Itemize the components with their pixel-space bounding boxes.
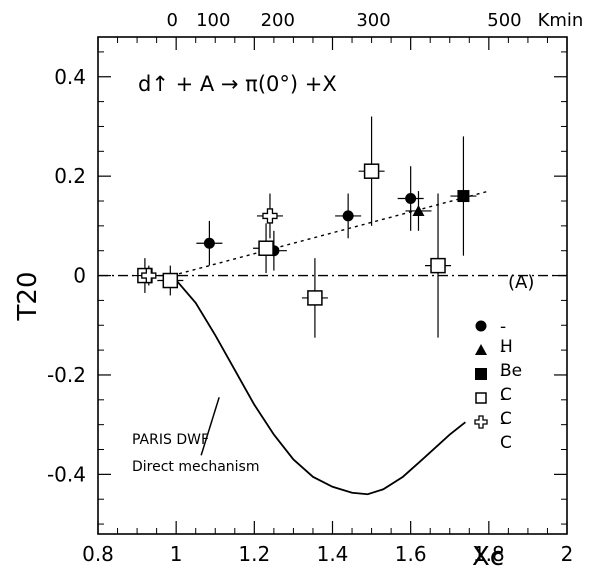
x-tick-label: 1.2 bbox=[238, 542, 270, 566]
filled-square-icon bbox=[475, 368, 487, 380]
marker-filled-circle bbox=[342, 210, 354, 222]
marker-open-square bbox=[430, 257, 446, 274]
marker-filled-triangle bbox=[412, 204, 425, 216]
y-tick-label: 0 bbox=[73, 264, 86, 288]
data-point bbox=[450, 136, 477, 256]
legend-label: -C bbox=[500, 413, 512, 453]
open-cross-icon bbox=[474, 415, 488, 429]
data-point bbox=[425, 193, 452, 338]
marker-open-square bbox=[162, 272, 179, 289]
top-axis-tick-label: 0 bbox=[167, 10, 178, 31]
filled-triangle-icon bbox=[475, 344, 487, 355]
curve-annotation-line-1: PARIS DWF bbox=[132, 432, 209, 448]
curve-annotation-line-2: Direct mechanism bbox=[132, 459, 260, 475]
data-point bbox=[135, 265, 162, 286]
legend-label: -C bbox=[500, 365, 512, 405]
curve-annotation: PARIS DWF Direct mechanism bbox=[132, 427, 259, 481]
chart-title: d↑ + A → π(0°) +X bbox=[138, 72, 337, 96]
data-point bbox=[196, 220, 223, 266]
top-axis-tick-label: 500 bbox=[487, 10, 521, 31]
filled-circle-icon bbox=[475, 320, 487, 332]
data-point bbox=[405, 191, 432, 231]
y-axis-label: T20 bbox=[13, 272, 43, 322]
top-axis-unit: Kmin bbox=[538, 10, 584, 31]
top-axis-tick-label: 300 bbox=[356, 10, 390, 31]
y-tick-label: 0.2 bbox=[54, 164, 86, 188]
marker-open-square bbox=[258, 240, 274, 256]
x-tick-label: 1.4 bbox=[317, 542, 349, 566]
fit-line bbox=[172, 190, 490, 277]
y-tick-label: 0.4 bbox=[54, 65, 86, 89]
data-point bbox=[157, 265, 184, 296]
data-point bbox=[358, 116, 385, 226]
legend-title: (A) bbox=[508, 272, 535, 293]
marker-filled-circle bbox=[203, 237, 215, 249]
legend-label: -C bbox=[500, 389, 512, 429]
marker-filled-circle bbox=[405, 193, 417, 205]
data-point bbox=[253, 223, 280, 274]
legend-label: -H bbox=[500, 317, 513, 357]
open-square-icon bbox=[475, 392, 487, 404]
x-tick-label: 1 bbox=[170, 542, 183, 566]
x-tick-label: 1.8 bbox=[473, 542, 505, 566]
top-axis-tick-label: 200 bbox=[261, 10, 295, 31]
data-point bbox=[397, 166, 424, 231]
x-tick-label: 1.6 bbox=[395, 542, 427, 566]
y-tick-label: -0.2 bbox=[47, 363, 86, 387]
data-point bbox=[335, 193, 362, 239]
marker-filled-square bbox=[457, 190, 470, 203]
marker-open-cross bbox=[262, 208, 278, 224]
data-point bbox=[256, 193, 283, 239]
x-axis-label: Xc bbox=[472, 542, 504, 571]
y-tick-label: -0.4 bbox=[47, 462, 86, 486]
marker-open-square bbox=[307, 290, 323, 306]
x-tick-label: 2 bbox=[561, 542, 574, 566]
x-tick-label: 0.8 bbox=[82, 542, 114, 566]
marker-open-square bbox=[363, 163, 380, 179]
paris-dwf-curve bbox=[171, 274, 466, 496]
legend-label: -Be bbox=[500, 341, 523, 381]
annotation-pointer bbox=[200, 397, 220, 456]
marker-open-cross bbox=[141, 267, 157, 284]
top-axis-tick-label: 100 bbox=[196, 10, 230, 31]
data-point bbox=[301, 258, 328, 338]
